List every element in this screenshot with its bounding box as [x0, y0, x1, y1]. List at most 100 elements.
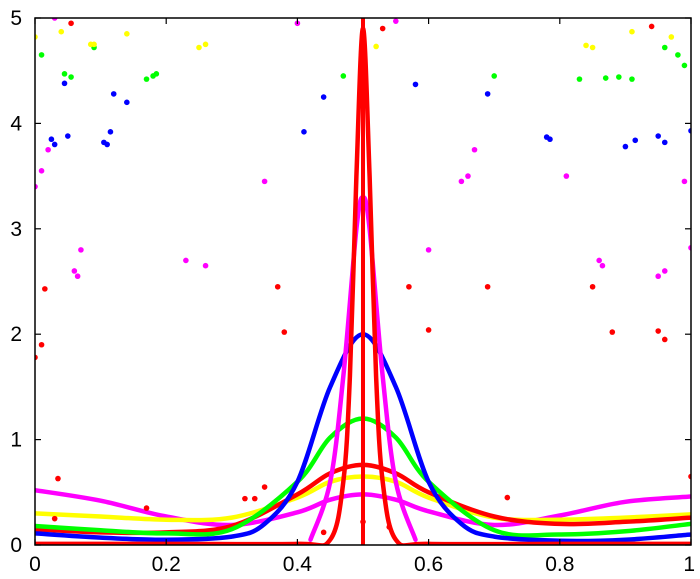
scatter-point-3-9	[124, 99, 130, 106]
x-tick-label: 1	[683, 553, 695, 576]
x-tick-label: 0	[29, 553, 41, 576]
series-layer	[35, 18, 691, 545]
scatter-point-4-13	[629, 76, 635, 82]
scatter-point-3-3	[61, 80, 68, 87]
scatter-point-1-24	[655, 328, 661, 334]
scatter-point-1-14	[360, 519, 366, 525]
scatter-point-2-16	[471, 146, 478, 153]
scatter-point-1-10	[261, 484, 268, 490]
scatter-point-2-8	[183, 257, 189, 264]
x-tick-label: 0.4	[283, 553, 313, 576]
scatter-point-1-13	[320, 529, 327, 536]
y-tick-label: 2	[10, 323, 22, 346]
scatter-point-3-2	[51, 141, 58, 148]
scatter-point-5-8	[373, 43, 379, 50]
scatter-layer	[35, 18, 691, 536]
scatter-point-1-8	[242, 495, 248, 502]
scatter-point-1-4	[51, 515, 58, 522]
scatter-point-4-12	[616, 74, 622, 80]
scatter-point-3-12	[412, 81, 419, 88]
x-tick-label: 0.2	[152, 553, 181, 576]
scatter-point-3-13	[484, 91, 491, 97]
y-tick-label: 5	[10, 7, 22, 30]
x-tick-label: 0.6	[414, 553, 443, 576]
scatter-point-3-16	[622, 143, 629, 150]
scatter-point-2-18	[596, 257, 602, 264]
scatter-point-4-9	[491, 73, 498, 79]
scatter-point-5-11	[629, 28, 635, 35]
scatter-point-2-3	[45, 146, 51, 153]
scatter-point-4-11	[602, 75, 609, 81]
scatter-point-4-5	[143, 76, 150, 82]
scatter-point-1-22	[609, 329, 616, 335]
scatter-point-4-10	[576, 76, 583, 82]
scatter-point-5-9	[583, 42, 589, 49]
scatter-point-4-1	[38, 52, 45, 58]
scatter-point-2-20	[655, 273, 661, 280]
scatter-point-3-10	[301, 129, 307, 135]
y-tick-label: 1	[10, 429, 22, 452]
scatter-point-4-15	[675, 52, 681, 58]
scatter-point-2-2	[38, 168, 45, 174]
scatter-point-1-7	[143, 505, 150, 511]
scatter-point-2-13	[425, 247, 432, 253]
scatter-point-1-23	[648, 23, 655, 30]
scatter-point-5-7	[202, 41, 209, 48]
scatter-point-2-6	[74, 273, 81, 280]
scatter-point-5-10	[589, 44, 596, 51]
scatter-point-5-6	[196, 44, 202, 51]
x-tick-label: 0.8	[545, 553, 574, 576]
scatter-point-1-12	[281, 329, 288, 335]
scatter-point-1-6	[68, 20, 74, 27]
scatter-point-3-1	[48, 136, 55, 143]
scatter-point-1-18	[425, 327, 432, 333]
scatter-point-5-12	[668, 34, 675, 40]
y-tick-label: 3	[10, 218, 22, 241]
scatter-point-2-12	[393, 18, 399, 24]
scatter-point-4-16	[681, 62, 688, 69]
scatter-point-3-19	[661, 139, 668, 146]
scatter-point-3-18	[655, 133, 661, 139]
scatter-point-1-9	[251, 495, 258, 502]
scatter-point-2-15	[465, 173, 471, 179]
scatter-point-3-15	[547, 136, 553, 143]
scatter-point-2-22	[681, 178, 688, 185]
scatter-point-2-19	[599, 262, 606, 269]
scatter-point-4-3	[68, 74, 74, 80]
scatter-point-3-4	[65, 133, 71, 139]
scatter-point-2-17	[563, 173, 570, 179]
scatter-point-4-2	[61, 71, 68, 77]
scatter-point-4-14	[661, 44, 668, 51]
scatter-point-5-4	[91, 41, 97, 48]
scatter-point-1-11	[274, 283, 281, 290]
scatter-point-1-16	[386, 524, 393, 530]
scatter-point-2-7	[78, 247, 84, 253]
scatter-point-1-19	[484, 283, 491, 290]
scatter-point-1-21	[589, 283, 596, 290]
scatter-point-1-5	[55, 475, 61, 482]
scatter-point-5-2	[58, 28, 65, 35]
scatter-point-5-5	[124, 31, 130, 37]
scatter-point-2-5	[71, 268, 78, 274]
y-tick-label: 0	[10, 534, 22, 557]
scatter-point-4-8	[340, 73, 347, 79]
scatter-point-2-14	[458, 178, 465, 185]
plot-frame	[34, 17, 692, 546]
scatter-point-3-17	[632, 137, 639, 144]
scatter-point-1-2	[38, 341, 45, 348]
scatter-point-2-9	[202, 262, 209, 269]
scatter-point-1-3	[42, 286, 48, 292]
scatter-point-4-7	[153, 71, 160, 77]
scatter-point-2-21	[661, 268, 668, 274]
scatter-point-3-11	[320, 94, 327, 100]
scatter-point-1-20	[504, 494, 511, 501]
scatter-point-2-10	[261, 178, 268, 185]
scatter-point-3-7	[107, 129, 114, 135]
scatter-point-3-8	[110, 91, 117, 97]
y-tick-label: 4	[10, 112, 22, 135]
scatter-point-1-15	[379, 25, 386, 32]
scatter-point-3-6	[104, 141, 110, 148]
scatter-point-1-25	[661, 336, 668, 343]
axis-layer: 0 0.2 0.4 0.6 0.8 1 0 1 2 3 4 5	[10, 7, 695, 576]
